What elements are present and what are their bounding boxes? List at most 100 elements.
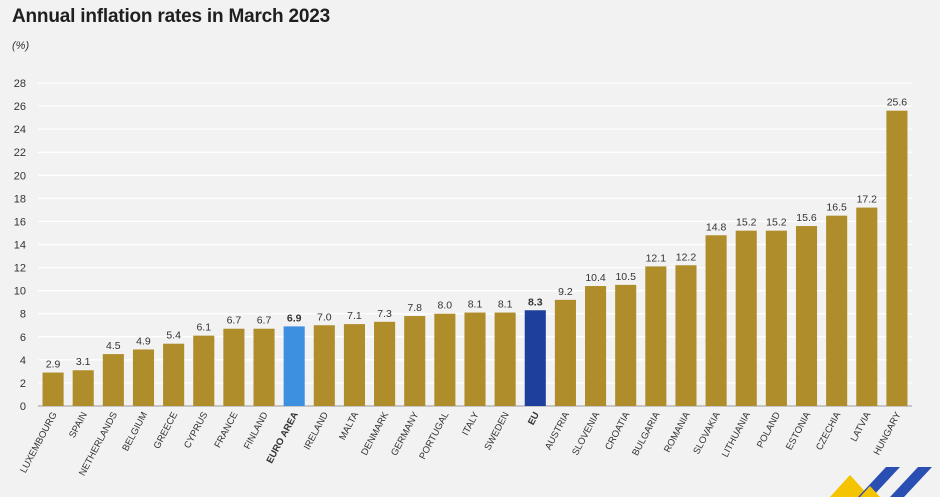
bar-croatia (615, 284, 637, 406)
bar-poland (765, 230, 787, 406)
x-tick-label: EURO AREA (265, 410, 301, 465)
x-tick-label: ITALY (460, 410, 482, 438)
bar-germany (404, 316, 426, 406)
bar-luxembourg (42, 372, 64, 406)
bar-latvia (856, 207, 878, 406)
bar-romania (675, 265, 697, 406)
x-tick-label: SWEDEN (482, 410, 511, 452)
y-tick-label: 4 (20, 355, 26, 367)
bar-finland (253, 328, 275, 406)
bar-eu (524, 310, 546, 406)
data-label: 15.2 (736, 217, 757, 229)
y-tick-label: 24 (14, 124, 26, 136)
bar-spain (72, 370, 94, 406)
data-label: 17.2 (857, 194, 878, 206)
x-tick-label: LATVIA (849, 410, 874, 444)
x-tick-label: MALTA (337, 410, 361, 442)
y-tick-label: 8 (20, 309, 26, 321)
y-tick-label: 16 (14, 216, 26, 228)
data-label: 10.4 (585, 272, 606, 284)
bar-slovenia (585, 286, 607, 406)
x-tick-label: DENMARK (359, 410, 391, 458)
bar-ireland (313, 325, 335, 406)
bar-belgium (132, 349, 155, 406)
data-label: 4.5 (106, 340, 121, 352)
bar-sweden (494, 312, 516, 406)
y-tick-label: 6 (20, 332, 26, 344)
bar-euro-area (283, 326, 305, 406)
x-tick-label: HUNGARY (872, 410, 904, 458)
data-label: 10.5 (615, 271, 636, 283)
bar-netherlands (102, 354, 124, 406)
data-label: 15.2 (766, 217, 787, 229)
x-tick-label: ROMANIA (662, 410, 693, 455)
bar-slovakia (705, 235, 727, 406)
y-tick-label: 0 (20, 401, 26, 413)
y-tick-label: 28 (14, 78, 26, 90)
data-label: 6.9 (287, 312, 302, 324)
y-tick-label: 10 (14, 286, 26, 298)
y-tick-label: 2 (20, 378, 26, 390)
x-tick-label: GREECE (152, 410, 181, 451)
y-tick-label: 14 (14, 240, 26, 252)
eurostat-logo-icon (830, 467, 932, 497)
data-label: 8.1 (498, 299, 513, 311)
bar-bulgaria (645, 266, 667, 406)
y-tick-label: 18 (14, 193, 26, 205)
x-tick-label: CYPRUS (182, 410, 210, 450)
data-label: 2.9 (46, 359, 61, 371)
data-label: 8.1 (468, 299, 483, 311)
data-label: 7.1 (347, 310, 362, 322)
x-tick-label: SLOVENIA (570, 410, 602, 458)
bar-portugal (434, 313, 456, 406)
bar-cyprus (193, 335, 215, 406)
bar-lithuania (735, 230, 757, 406)
data-label: 16.5 (826, 202, 847, 214)
data-label: 7.8 (407, 302, 422, 314)
x-tick-label: FINLAND (242, 410, 271, 451)
y-tick-label: 26 (14, 101, 26, 113)
chart-title: Annual inflation rates in March 2023 (12, 6, 330, 27)
y-tick-label: 20 (14, 170, 26, 182)
data-label: 25.6 (887, 97, 908, 109)
data-label: 9.2 (558, 286, 573, 298)
x-tick-label: FRANCE (212, 410, 240, 450)
data-label: 6.1 (196, 322, 211, 334)
bar-estonia (795, 226, 818, 406)
data-label: 7.3 (377, 308, 392, 320)
bar-austria (554, 299, 576, 406)
x-tick-label: LITHUANIA (720, 410, 753, 460)
data-label: 5.4 (166, 330, 181, 342)
x-tick-label: SLOVAKIA (691, 410, 723, 457)
x-tick-label: CROATIA (603, 410, 633, 452)
x-tick-label: LUXEMBOURG (18, 410, 59, 475)
x-tick-label: CZECHIA (814, 410, 844, 453)
data-label: 8.3 (528, 296, 543, 308)
x-tick-label: POLAND (755, 410, 783, 450)
x-tick-label: IRELAND (302, 410, 331, 452)
x-tick-label: EU (526, 410, 542, 427)
data-label: 14.8 (706, 221, 727, 233)
x-tick-label: AUSTRIA (543, 410, 572, 452)
bar-czechia (826, 215, 848, 406)
data-label: 6.7 (227, 315, 242, 327)
data-label: 15.6 (796, 212, 817, 224)
x-tick-label: PORTUGAL (417, 410, 451, 461)
x-tick-label: ESTONIA (784, 410, 814, 452)
data-label: 12.1 (646, 252, 667, 264)
y-axis-unit: (%) (12, 40, 30, 52)
data-label: 12.2 (676, 251, 697, 263)
bar-greece (163, 343, 185, 406)
x-tick-label: SPAIN (67, 410, 90, 440)
bar-denmark (374, 321, 396, 406)
data-label: 4.9 (136, 335, 151, 347)
data-label: 8.0 (438, 300, 453, 312)
data-label: 7.0 (317, 311, 332, 323)
bar-hungary (886, 110, 908, 406)
bar-italy (464, 312, 486, 406)
y-tick-label: 12 (14, 263, 26, 275)
data-label: 6.7 (257, 315, 272, 327)
bar-france (223, 328, 245, 406)
x-tick-label: GERMANY (389, 410, 422, 458)
